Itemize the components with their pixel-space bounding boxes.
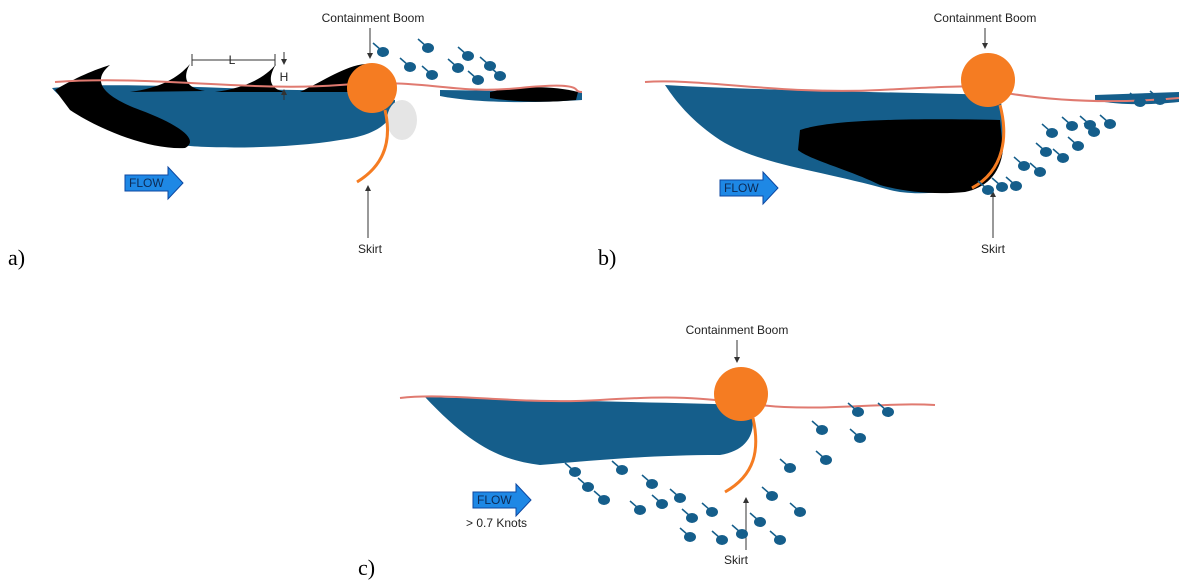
droplet [978,181,994,195]
droplet [770,531,786,545]
flow-note: > 0.7 Knots [466,516,527,530]
droplet [816,451,832,465]
skirt-label: Skirt [358,242,383,256]
droplet [468,71,484,85]
droplet [630,501,646,515]
droplet [762,487,778,501]
oil-layer [798,119,1003,193]
eddy [387,100,417,140]
panel-b: Containment Boom Skirt FLOW b) [598,11,1179,270]
droplet [680,528,696,542]
boom [961,53,1015,107]
wave-height-label: H [280,70,289,84]
boom-label: Containment Boom [934,11,1037,25]
droplet [565,463,581,477]
droplet [750,513,766,527]
droplet [490,67,506,81]
droplet [1014,157,1030,171]
droplet [652,495,668,509]
droplet [418,39,434,53]
droplet [1053,149,1069,163]
panel-label: b) [598,245,616,270]
droplet [458,47,474,61]
droplet [1042,124,1058,138]
boom-label: Containment Boom [686,323,789,337]
panel-label: c) [358,555,375,580]
panel-a: L H Containment Boom Skirt FLOW a) [8,11,582,270]
droplet [422,66,438,80]
droplet [1100,115,1116,129]
wave [215,64,285,92]
droplet [1006,177,1022,191]
droplet [373,43,389,57]
droplet [642,475,658,489]
droplet [670,489,686,503]
boom [714,367,768,421]
droplet [400,58,416,72]
droplet [992,178,1008,192]
flow-label: FLOW [724,181,759,195]
droplet [1036,143,1052,157]
oil-slick [425,397,753,465]
droplet [712,531,728,545]
droplet [682,509,698,523]
panel-c: Containment Boom Skirt FLOW > 0.7 Knots … [358,323,935,580]
skirt-label: Skirt [981,242,1006,256]
droplet [448,59,464,73]
droplet [480,57,496,71]
flow-label: FLOW [129,176,164,190]
flow-label: FLOW [477,493,512,507]
droplet [594,491,610,505]
skirt-label: Skirt [724,553,749,567]
boom-label: Containment Boom [322,11,425,25]
droplet [1068,137,1084,151]
panel-label: a) [8,245,25,270]
droplet [1062,117,1078,131]
droplet [850,429,866,443]
droplet [1030,163,1046,177]
droplet [1080,116,1096,130]
wave-length-label: L [229,53,236,67]
figure: L H Containment Boom Skirt FLOW a) Conta… [0,0,1179,583]
droplet [790,503,806,517]
boom [347,63,397,113]
droplet [702,503,718,517]
droplet [780,459,796,473]
droplet [578,478,594,492]
droplet [812,421,828,435]
droplet [612,461,628,475]
